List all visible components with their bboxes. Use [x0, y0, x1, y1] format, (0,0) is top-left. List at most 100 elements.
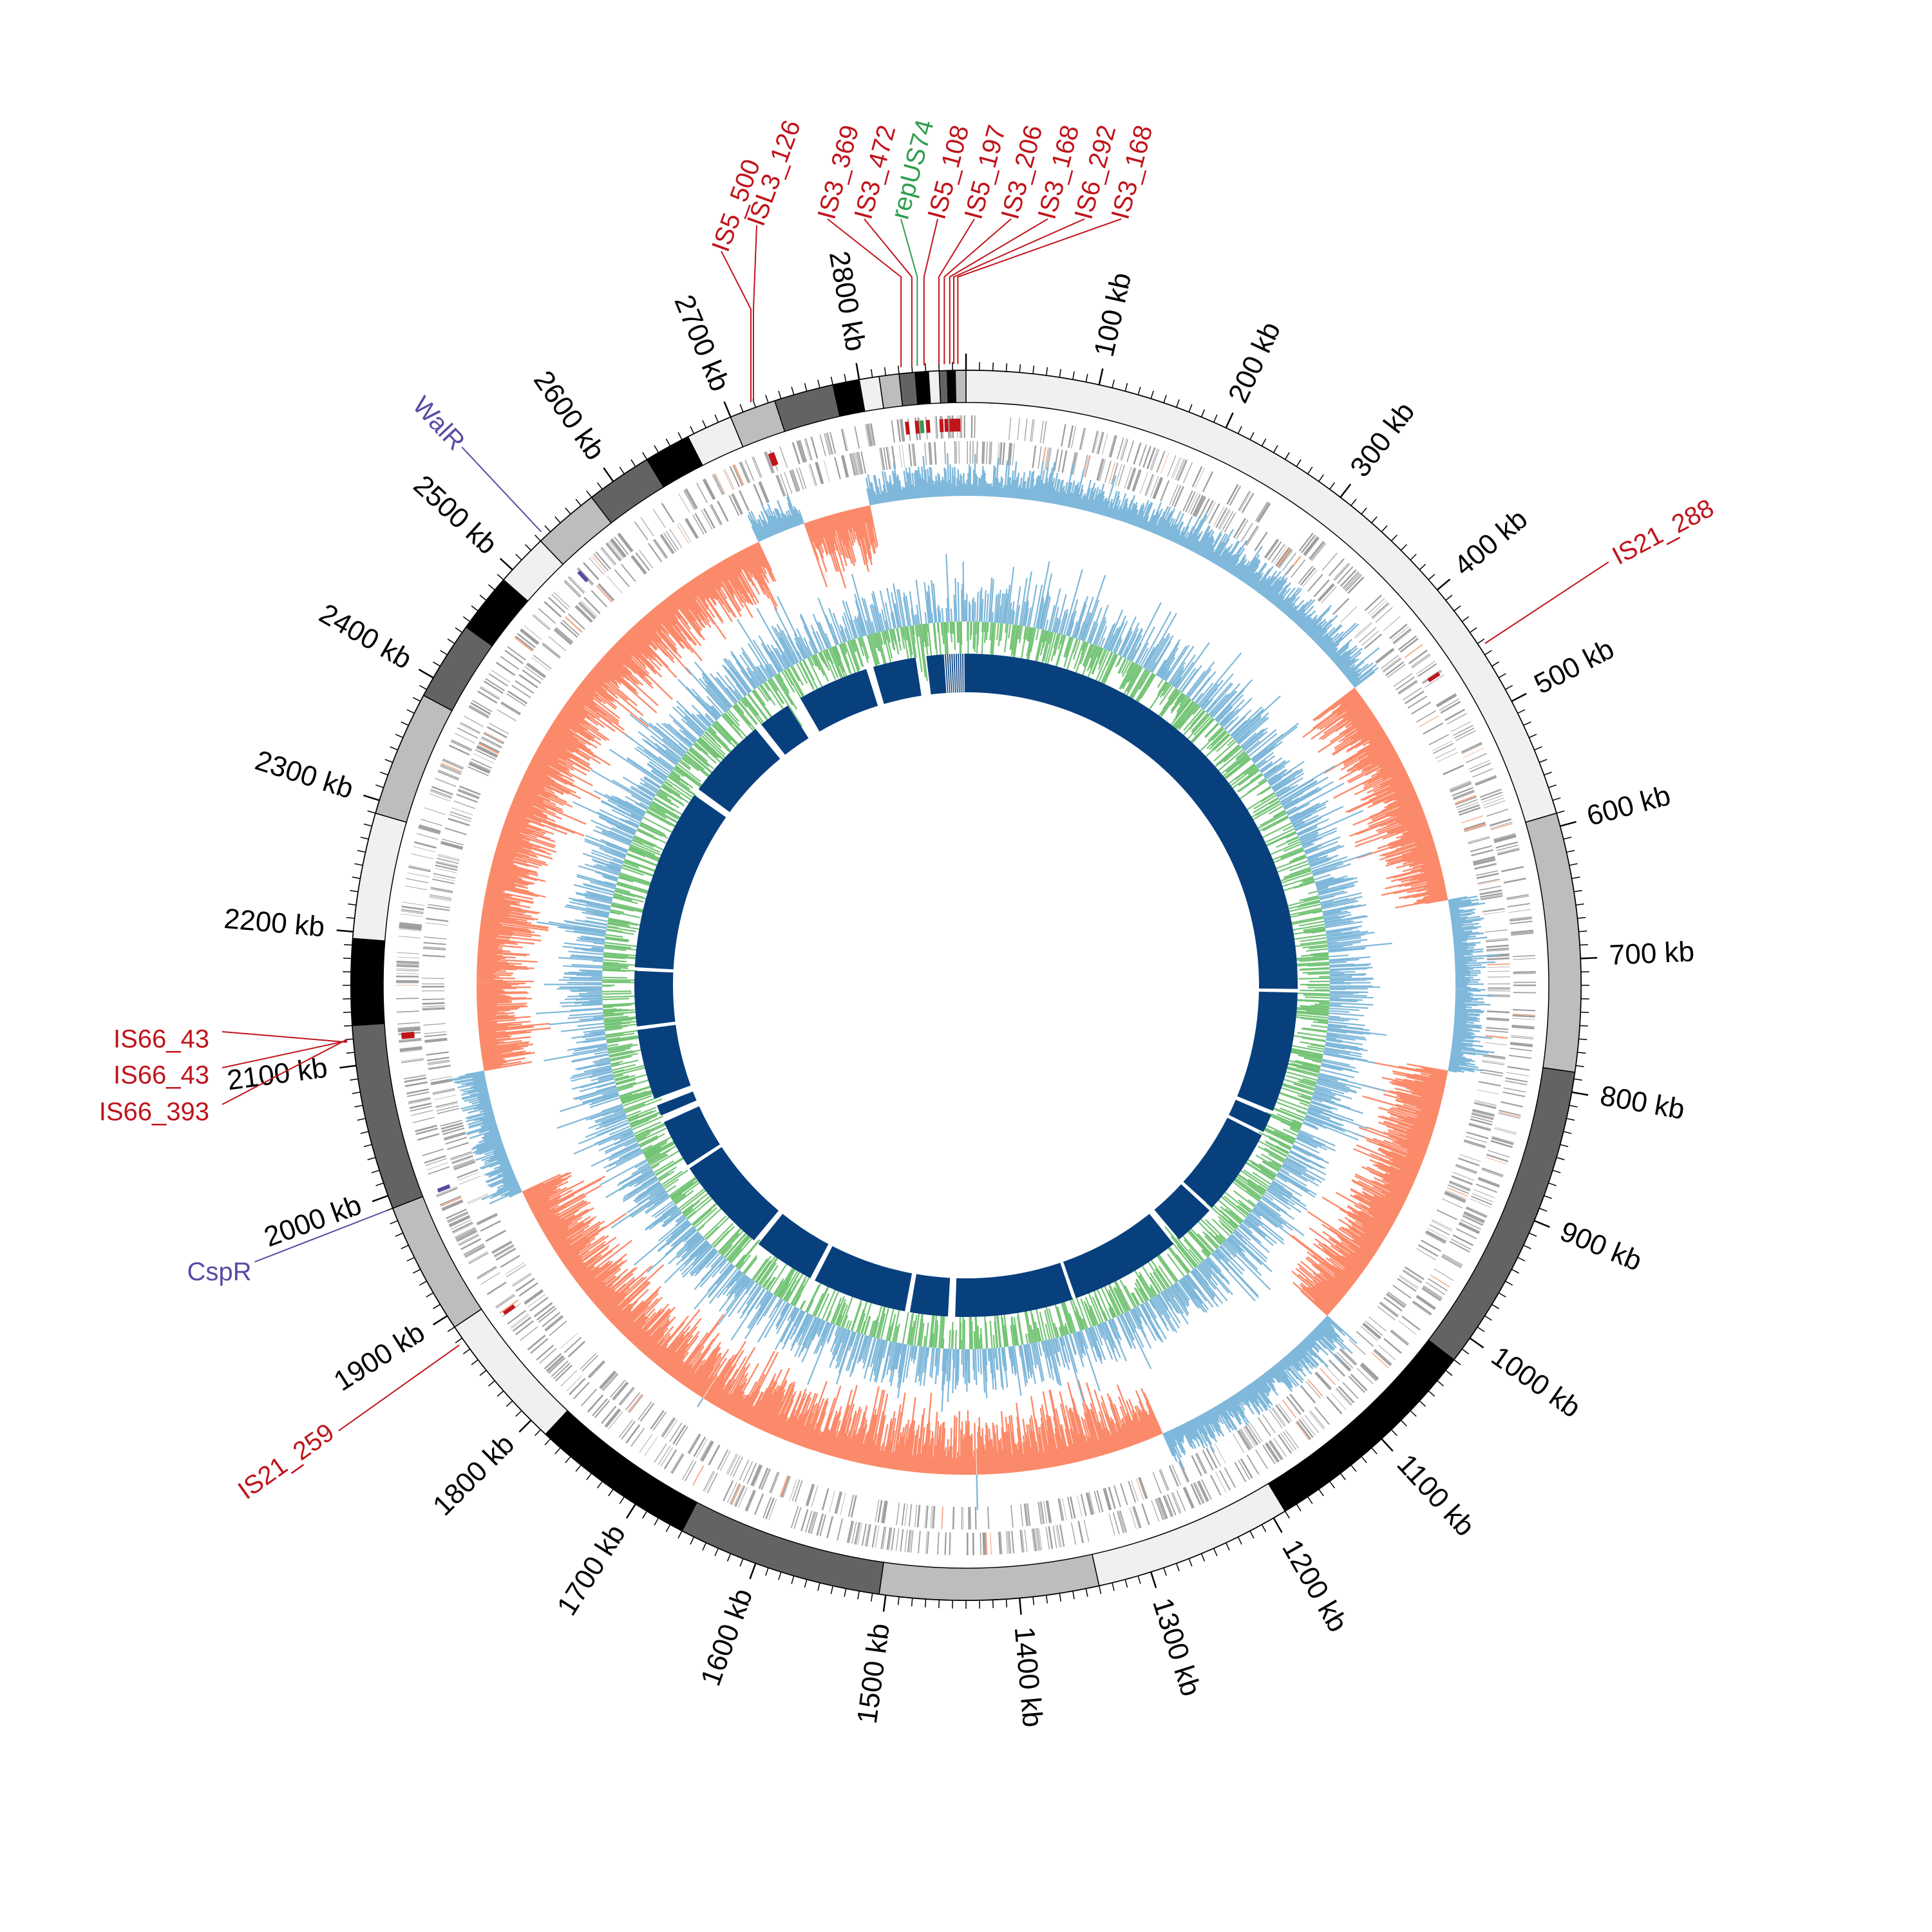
cds-feature — [1032, 445, 1037, 468]
minor-tick — [357, 849, 366, 853]
cds-feature — [520, 628, 540, 644]
minor-tick — [565, 1456, 571, 1464]
cds-feature — [480, 1220, 501, 1232]
minor-tick — [1249, 432, 1255, 440]
cds-feature — [790, 469, 799, 492]
cds-feature — [1020, 1504, 1023, 1527]
similarity-gap — [954, 654, 957, 693]
similarity-gap — [952, 654, 955, 693]
cds-feature — [1133, 469, 1142, 492]
cds-feature — [1182, 1487, 1193, 1509]
cds-feature — [1176, 459, 1186, 480]
cds-feature — [1278, 549, 1293, 569]
cds-feature — [1226, 484, 1239, 505]
feature-label: IS66_43 — [113, 1061, 209, 1090]
cds-feature — [947, 415, 950, 439]
cds-feature — [1057, 1524, 1062, 1548]
minor-tick — [471, 1359, 478, 1365]
minor-tick — [1032, 1596, 1035, 1605]
minor-tick — [804, 1579, 808, 1588]
similarity-block — [634, 971, 676, 1027]
cds-feature — [700, 1441, 714, 1461]
cds-feature — [1421, 1287, 1441, 1302]
cds-feature — [1117, 1511, 1124, 1533]
gc-content-low — [601, 621, 1331, 1350]
cds-feature — [1043, 421, 1047, 444]
feature-leader-line — [938, 218, 975, 365]
cds-feature — [1380, 1302, 1399, 1316]
minor-tick — [447, 1326, 455, 1332]
cds-feature — [1269, 1440, 1283, 1460]
minor-tick — [1517, 709, 1526, 714]
minor-tick — [1150, 390, 1154, 399]
minor-tick — [1477, 1326, 1485, 1332]
cds-feature — [445, 1208, 467, 1220]
cds-feature — [861, 1523, 867, 1546]
cds-feature — [399, 1047, 422, 1052]
cds-feature — [396, 969, 419, 970]
minor-tick — [1419, 1400, 1426, 1407]
cds-feature — [1510, 1041, 1533, 1046]
cds-feature — [489, 723, 509, 735]
cds-feature — [1494, 1128, 1517, 1135]
feature-marker — [502, 1304, 516, 1315]
cds-feature — [1195, 496, 1206, 518]
minor-tick — [375, 784, 384, 788]
minor-tick — [1578, 930, 1587, 933]
cds-feature — [1472, 856, 1495, 864]
cds-feature — [449, 814, 471, 822]
cds-feature — [1247, 1424, 1261, 1444]
cds-feature — [1159, 1470, 1168, 1492]
cds-feature — [1156, 1498, 1166, 1520]
cds-feature — [1300, 534, 1316, 554]
similarity-gap — [945, 654, 949, 693]
feature-leader-line — [222, 1031, 348, 1043]
minor-tick — [1329, 1481, 1335, 1489]
cds-feature — [1490, 821, 1513, 829]
minor-tick — [575, 498, 582, 506]
cds-feature — [871, 1525, 877, 1548]
cds-feature — [1262, 1414, 1276, 1434]
cds-feature — [1088, 1492, 1095, 1515]
cds-feature — [1340, 569, 1357, 587]
cds-feature — [477, 1214, 498, 1226]
cds-feature — [999, 442, 1003, 465]
cds-feature — [1045, 1501, 1051, 1524]
minor-tick — [726, 1553, 732, 1562]
cds-feature — [810, 464, 817, 486]
cds-feature — [1464, 823, 1486, 832]
cds-feature — [424, 1037, 448, 1042]
cds-feature — [658, 1445, 671, 1466]
minor-tick — [765, 1567, 769, 1576]
cds-feature — [1472, 1112, 1494, 1119]
cds-feature — [987, 1506, 990, 1530]
cds-feature — [1355, 623, 1373, 639]
cds-feature — [480, 737, 502, 749]
cds-feature — [424, 1155, 446, 1164]
cds-feature — [1482, 1054, 1506, 1059]
cds-feature — [1470, 1115, 1493, 1123]
cds-feature — [1342, 1381, 1359, 1399]
minor-tick — [1307, 1496, 1313, 1504]
major-tick — [499, 558, 513, 571]
cds-feature — [896, 1502, 900, 1526]
cds-feature — [427, 1061, 450, 1065]
minor-tick — [1560, 1144, 1569, 1148]
cds-feature — [1448, 1184, 1470, 1195]
cds-feature — [1453, 791, 1475, 800]
cds-feature — [1344, 573, 1361, 591]
cds-feature — [404, 1077, 427, 1083]
cds-feature — [732, 465, 743, 486]
cds-feature — [1459, 1222, 1481, 1233]
cds-feature — [1464, 1139, 1486, 1148]
cds-feature — [1196, 1453, 1208, 1474]
cds-feature — [740, 461, 751, 483]
minor-tick — [1019, 364, 1021, 373]
cds-feature — [981, 441, 984, 464]
cds-feature — [1513, 1009, 1536, 1012]
cds-feature — [400, 913, 423, 917]
minor-tick — [1284, 452, 1290, 460]
cds-feature — [476, 1213, 498, 1224]
cds-feature — [1311, 543, 1327, 562]
minor-tick — [1188, 1558, 1193, 1567]
